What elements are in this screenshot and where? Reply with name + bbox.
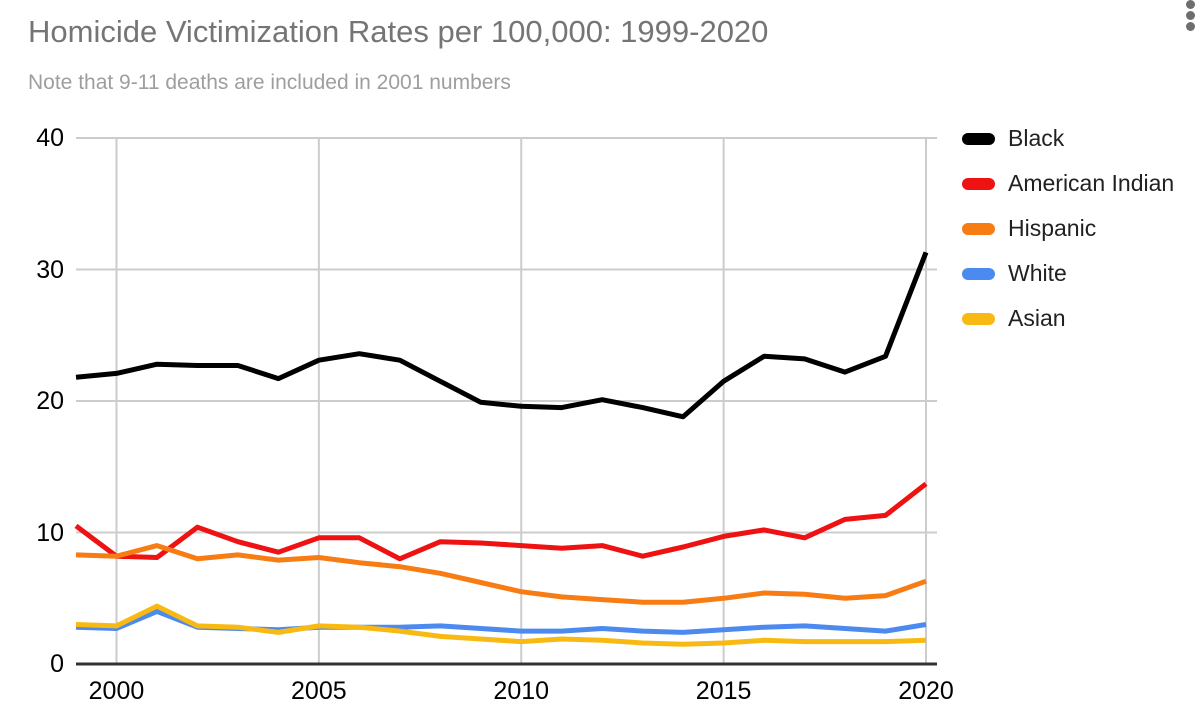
legend-item-hispanic: Hispanic (962, 206, 1174, 251)
x-tick-label-2005: 2005 (291, 677, 347, 705)
ellipsis-dot (1185, 0, 1195, 9)
legend-label-hispanic: Hispanic (1008, 215, 1097, 241)
legend-label-american-indian: American Indian (1008, 170, 1175, 196)
legend-swatch-hispanic (962, 222, 995, 235)
legend-swatch-black (962, 132, 995, 145)
legend-label-black: Black (1008, 125, 1065, 151)
legend-swatch-asian (962, 312, 995, 325)
legend-label-asian: Asian (1008, 305, 1066, 331)
legend-item-black: Black (962, 116, 1174, 161)
series-line-white (75, 608, 927, 635)
series-line-black (75, 251, 929, 420)
chart-subtitle: Note that 9-11 deaths are included in 20… (28, 71, 511, 94)
x-tick-label-2015: 2015 (695, 677, 752, 705)
x-tick-label-2010: 2010 (493, 677, 550, 705)
y-tick-label-40: 40 (36, 124, 64, 152)
y-tick-label-20: 20 (36, 387, 64, 415)
ellipsis-dot (1185, 22, 1195, 31)
legend-swatch-american-indian (962, 177, 995, 190)
series-line-asian (75, 603, 927, 647)
x-tick-label-2000: 2000 (88, 677, 145, 705)
legend-item-white: White (962, 251, 1174, 296)
y-tick-label-30: 30 (36, 255, 64, 284)
series-line-american-indian (74, 481, 928, 562)
legend-item-american-indian: American Indian (962, 161, 1174, 206)
y-tick-label-0: 0 (50, 650, 64, 678)
chart-title: Homicide Victimization Rates per 100,000… (28, 14, 769, 49)
more-options-icon[interactable] (1183, 0, 1197, 36)
x-tick-label-2020: 2020 (898, 677, 954, 705)
legend: Black American Indian Hispanic White Asian (962, 116, 1174, 341)
y-tick-label-10: 10 (36, 518, 64, 547)
legend-item-asian: Asian (962, 296, 1174, 341)
legend-swatch-white (962, 267, 995, 280)
ellipsis-dot (1185, 11, 1195, 20)
legend-label-white: White (1008, 260, 1067, 286)
series-line-hispanic (75, 543, 927, 605)
